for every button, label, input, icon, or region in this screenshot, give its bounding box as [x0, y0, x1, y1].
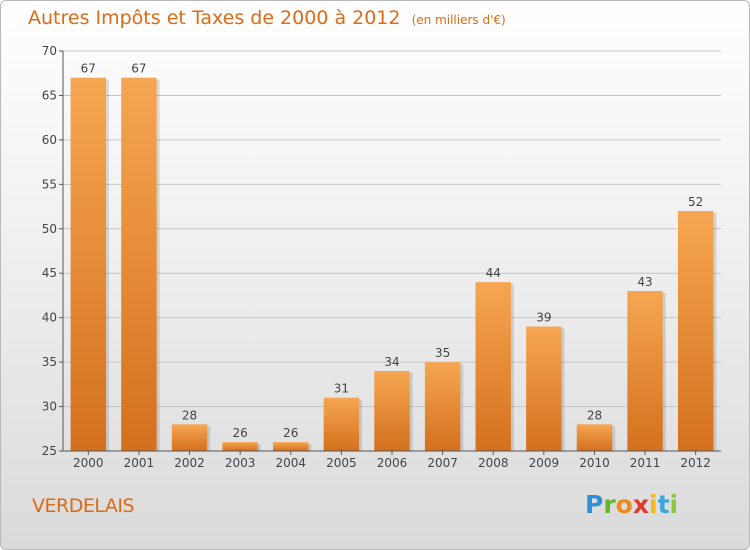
logo-letter: o [615, 490, 633, 519]
bar-value-label: 26 [233, 426, 248, 440]
bar-value-label: 34 [384, 355, 399, 369]
x-tick-label: 2008 [478, 456, 509, 470]
bar [424, 362, 461, 451]
y-tick-label: 65 [42, 88, 57, 102]
y-tick-label: 60 [42, 133, 57, 147]
bar [121, 77, 157, 452]
y-tick-label: 40 [42, 311, 57, 325]
x-tick-label: 2002 [174, 456, 205, 470]
x-tick-label: 2003 [225, 456, 256, 470]
logo-letter: t [657, 490, 670, 519]
bar [677, 211, 714, 451]
bar-value-label: 35 [435, 346, 450, 360]
y-tick-label: 55 [42, 177, 57, 191]
y-tick-label: 45 [42, 266, 57, 280]
y-tick-label: 35 [42, 355, 57, 369]
bars [70, 77, 717, 452]
bar-value-label: 44 [486, 266, 501, 280]
logo-letter: i [669, 490, 679, 519]
bar-value-label: 67 [131, 62, 146, 76]
y-tick-label: 25 [42, 444, 57, 458]
logo-letter: x [632, 490, 649, 519]
x-tick-label: 2009 [529, 456, 560, 470]
bar [627, 291, 663, 451]
bar-value-label: 43 [637, 275, 652, 289]
x-tick-label: 2012 [680, 456, 711, 470]
y-tick-label: 50 [42, 222, 57, 236]
axes: 25 30 35 40 45 50 55 60 65 70 2000 2001 2002 2003 2004… [42, 44, 721, 470]
bar-value-label: 52 [688, 195, 703, 209]
bar [273, 442, 309, 451]
x-tick-label: 2001 [124, 456, 155, 470]
bar-value-label: 28 [182, 408, 197, 422]
y-tick-label: 30 [42, 400, 57, 414]
logo-letter: P [585, 490, 604, 519]
x-tick-label: 2005 [326, 456, 357, 470]
bar [526, 326, 562, 451]
x-tick-label: 2000 [73, 456, 104, 470]
chart-title-block: Autres Impôts et Taxes de 2000 à 2012 (e… [28, 7, 506, 29]
bar-value-label: 39 [536, 311, 551, 325]
bar-value-label: 28 [587, 408, 602, 422]
x-tick-label: 2011 [630, 456, 661, 470]
data-labels: 67 67 28 26 26 31 34 35 44 39 28 43 52 [81, 62, 704, 440]
x-tick-label: 2010 [579, 456, 610, 470]
bar [171, 424, 208, 451]
bar [576, 424, 613, 451]
bar [222, 442, 258, 451]
chart-unit-note: (en milliers d'€) [411, 13, 506, 27]
bar [475, 282, 511, 451]
logo-letter: r [603, 490, 616, 519]
chart-title: Autres Impôts et Taxes de 2000 à 2012 [28, 7, 401, 29]
place-name: VERDELAIS [32, 495, 135, 517]
bar [374, 371, 410, 451]
x-tick-label: 2007 [427, 456, 458, 470]
bar-value-label: 31 [334, 382, 349, 396]
bar-value-label: 26 [283, 426, 298, 440]
bar-value-label: 67 [81, 62, 96, 76]
bar [70, 77, 107, 452]
x-tick-label: 2006 [377, 456, 408, 470]
y-tick-label: 70 [42, 44, 57, 58]
proxiti-logo: Proxiti [585, 490, 678, 519]
bar [323, 397, 360, 451]
logo-letter: i [649, 490, 658, 519]
x-tick-label: 2004 [275, 456, 306, 470]
grid-lines [63, 50, 721, 452]
